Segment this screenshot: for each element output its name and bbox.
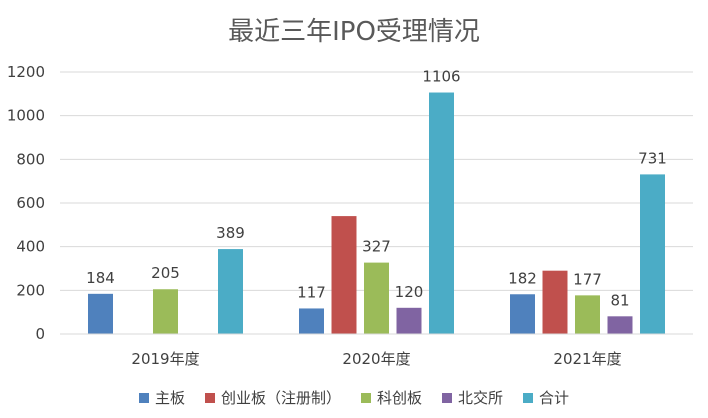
bar [331,216,357,334]
x-category-label: 2019年度 [131,350,199,368]
bar [575,295,600,334]
y-tick-label: 0 [35,325,45,343]
x-axis-categories: 2019年度 2020年度 2021年度 [131,350,621,368]
legend-item: 主板 [138,387,185,408]
bar [396,307,422,334]
y-tick-label: 600 [16,194,45,212]
data-label: 177 [573,270,602,288]
legend-swatch [204,392,215,403]
y-tick-label: 400 [16,238,45,256]
bar [542,270,568,334]
gridlines [60,71,693,291]
legend-item: 北交所 [442,387,503,408]
bar [218,249,243,334]
y-tick-label: 200 [16,281,45,299]
legend-label: 科创板 [376,389,422,407]
data-label: 1106 [422,68,460,86]
bar [510,294,535,334]
legend-label: 北交所 [458,389,504,407]
chart-title: 最近三年IPO受理情况 [228,17,480,47]
data-label: 120 [395,283,424,301]
bar-chart: 最近三年IPO受理情况 0 200 400 600 800 1000 1200 184 205… [7,17,693,368]
y-tick-label: 1000 [7,107,45,125]
legend-item: 合计 [523,387,569,408]
data-label: 81 [610,291,629,309]
data-label: 117 [297,283,326,301]
data-label: 327 [362,238,391,256]
data-labels: 184 205 389 117 327 120 1106 182 177 81 731 [86,68,667,310]
data-label: 205 [151,264,180,282]
legend-swatch [442,392,452,403]
legend-swatch [138,392,149,403]
legend-label: 合计 [539,389,570,407]
bar [429,92,454,334]
legend-label: 创业板（注册制） [220,389,341,407]
bar [299,308,324,334]
data-label: 182 [508,269,537,287]
legend-label: 主板 [154,389,185,407]
legend-item: 创业板（注册制） [204,387,341,408]
legend-item: 科创板 [360,387,422,408]
data-label: 731 [638,149,667,167]
bar [153,289,178,334]
legend: 主板 创业板（注册制） 科创板 北交所 合计 [0,387,708,408]
bar [364,262,389,334]
y-tick-label: 1200 [7,63,45,81]
data-label: 184 [86,269,115,287]
bar [88,293,113,334]
bar [607,316,633,334]
bars [88,92,665,334]
legend-swatch [523,392,534,403]
bar [640,174,665,334]
x-category-label: 2021年度 [553,350,621,368]
y-tick-label: 800 [16,150,45,168]
x-category-label: 2020年度 [342,350,410,368]
legend-swatch [360,392,371,403]
y-axis-ticks: 0 200 400 600 800 1000 1200 [7,63,45,343]
data-label: 389 [216,224,245,242]
